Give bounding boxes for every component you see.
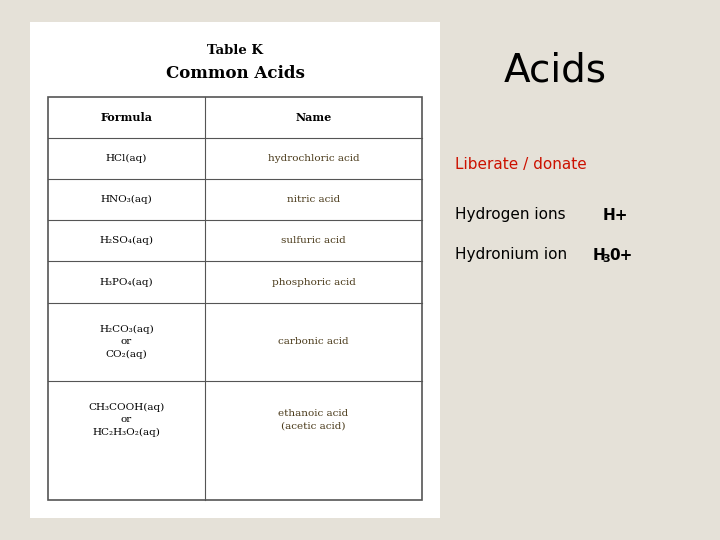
Text: Common Acids: Common Acids: [166, 65, 305, 83]
Text: Acids: Acids: [503, 51, 606, 89]
Text: carbonic acid: carbonic acid: [278, 337, 349, 346]
Text: nitric acid: nitric acid: [287, 195, 340, 204]
Text: Hydrogen ions: Hydrogen ions: [455, 207, 566, 222]
Text: H₂SO₄(aq): H₂SO₄(aq): [99, 237, 153, 246]
Text: Name: Name: [295, 112, 332, 123]
Text: H: H: [593, 247, 606, 262]
Text: H₃PO₄(aq): H₃PO₄(aq): [100, 278, 153, 287]
Text: Table K: Table K: [207, 44, 263, 57]
Text: sulfuric acid: sulfuric acid: [282, 237, 346, 245]
Text: H+: H+: [603, 207, 629, 222]
Bar: [48, 97, 422, 500]
Text: Hydronium ion: Hydronium ion: [455, 247, 567, 262]
Text: 3: 3: [602, 254, 610, 264]
Text: Liberate / donate: Liberate / donate: [455, 158, 587, 172]
Text: H₂CO₃(aq)
or
CO₂(aq): H₂CO₃(aq) or CO₂(aq): [99, 325, 154, 359]
Text: phosphoric acid: phosphoric acid: [271, 278, 356, 287]
Text: Formula: Formula: [101, 112, 153, 123]
Bar: [30, 22, 440, 518]
Text: 0+: 0+: [609, 247, 632, 262]
Text: CH₃COOH(aq)
or
HC₂H₃O₂(aq): CH₃COOH(aq) or HC₂H₃O₂(aq): [89, 403, 165, 437]
Text: HCl(aq): HCl(aq): [106, 154, 147, 163]
Text: HNO₃(aq): HNO₃(aq): [101, 195, 153, 204]
Text: hydrochloric acid: hydrochloric acid: [268, 154, 359, 163]
Text: ethanoic acid
(acetic acid): ethanoic acid (acetic acid): [279, 409, 348, 430]
